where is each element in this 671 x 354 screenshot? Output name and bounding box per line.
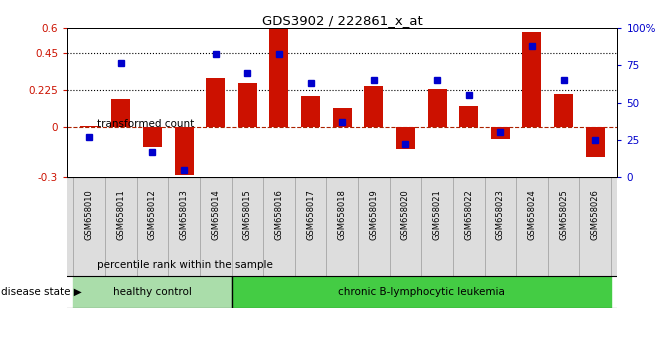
Bar — [111, 99, 130, 127]
Text: GSM658019: GSM658019 — [369, 189, 378, 240]
Bar — [238, 83, 257, 127]
Text: GSM658022: GSM658022 — [464, 189, 473, 240]
Text: disease state ▶: disease state ▶ — [1, 287, 81, 297]
Text: transformed count: transformed count — [97, 119, 195, 129]
Text: GSM658023: GSM658023 — [496, 189, 505, 240]
Bar — [586, 127, 605, 157]
Bar — [491, 127, 510, 139]
Bar — [80, 126, 99, 127]
Text: GSM658016: GSM658016 — [274, 189, 283, 240]
Text: GSM658012: GSM658012 — [148, 189, 157, 240]
Bar — [270, 28, 289, 127]
Bar — [554, 95, 573, 127]
Text: GSM658025: GSM658025 — [559, 189, 568, 240]
Text: GSM658026: GSM658026 — [590, 189, 600, 240]
Text: GSM658024: GSM658024 — [527, 189, 536, 240]
Title: GDS3902 / 222861_x_at: GDS3902 / 222861_x_at — [262, 14, 423, 27]
Text: GSM658010: GSM658010 — [85, 189, 94, 240]
Text: GSM658018: GSM658018 — [338, 189, 347, 240]
Text: GSM658011: GSM658011 — [116, 189, 125, 240]
Bar — [174, 127, 194, 175]
Bar — [206, 78, 225, 127]
Bar — [523, 32, 541, 127]
Bar — [231, 276, 611, 308]
Text: GSM658017: GSM658017 — [306, 189, 315, 240]
Text: GSM658015: GSM658015 — [243, 189, 252, 240]
Text: percentile rank within the sample: percentile rank within the sample — [97, 261, 273, 270]
Text: chronic B-lymphocytic leukemia: chronic B-lymphocytic leukemia — [338, 287, 505, 297]
Bar — [364, 86, 383, 127]
Bar — [73, 276, 231, 308]
Text: GSM658013: GSM658013 — [180, 189, 189, 240]
Bar — [459, 106, 478, 127]
Text: GSM658014: GSM658014 — [211, 189, 220, 240]
Bar — [301, 96, 320, 127]
Bar — [427, 90, 447, 127]
Bar — [333, 108, 352, 127]
Text: GSM658021: GSM658021 — [433, 189, 442, 240]
Text: GSM658020: GSM658020 — [401, 189, 410, 240]
Text: healthy control: healthy control — [113, 287, 192, 297]
Bar — [396, 127, 415, 149]
Bar — [143, 127, 162, 147]
